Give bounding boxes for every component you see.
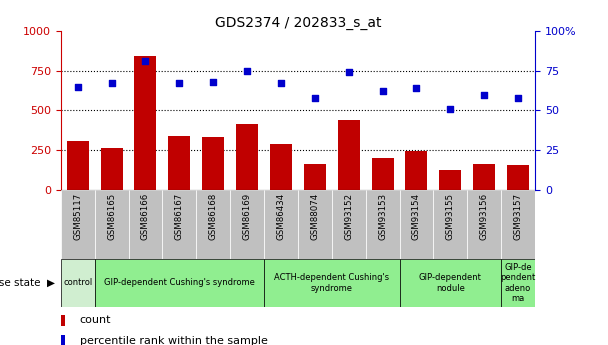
Bar <box>162 190 196 259</box>
Text: GSM93156: GSM93156 <box>480 193 489 240</box>
Text: GSM86167: GSM86167 <box>175 193 184 240</box>
Bar <box>230 190 264 259</box>
Text: GSM93152: GSM93152 <box>344 193 353 240</box>
Point <box>310 95 320 100</box>
Bar <box>202 137 224 190</box>
Text: GSM86434: GSM86434 <box>277 193 286 240</box>
Point <box>209 79 218 85</box>
Bar <box>264 190 298 259</box>
Bar <box>61 315 65 326</box>
Bar <box>399 259 501 307</box>
Point <box>378 89 387 94</box>
Bar <box>270 144 292 190</box>
Text: GIP-de
pendent
adeno
ma: GIP-de pendent adeno ma <box>500 263 536 303</box>
Bar <box>406 151 427 190</box>
Title: GDS2374 / 202833_s_at: GDS2374 / 202833_s_at <box>215 16 381 30</box>
Bar <box>473 164 496 190</box>
Bar <box>468 190 501 259</box>
Bar <box>507 165 529 190</box>
Bar <box>365 190 399 259</box>
Text: percentile rank within the sample: percentile rank within the sample <box>80 336 268 345</box>
Point <box>140 58 150 64</box>
Text: disease state  ▶: disease state ▶ <box>0 278 55 288</box>
Text: GSM86166: GSM86166 <box>141 193 150 240</box>
Bar <box>168 136 190 190</box>
Bar <box>501 190 535 259</box>
Bar <box>67 140 89 190</box>
Text: ACTH-dependent Cushing's
syndrome: ACTH-dependent Cushing's syndrome <box>274 273 389 293</box>
Bar <box>61 259 95 307</box>
Bar <box>95 190 128 259</box>
Bar <box>434 190 468 259</box>
Bar <box>61 190 95 259</box>
Point <box>107 81 117 86</box>
Point <box>513 95 523 100</box>
Text: GSM86168: GSM86168 <box>209 193 218 240</box>
Bar <box>61 335 65 345</box>
Text: GSM93157: GSM93157 <box>514 193 523 240</box>
Bar <box>399 190 434 259</box>
Text: GIP-dependent
nodule: GIP-dependent nodule <box>419 273 482 293</box>
Point <box>446 106 455 111</box>
Text: GSM86169: GSM86169 <box>243 193 252 240</box>
Point <box>276 81 286 86</box>
Bar <box>304 164 326 190</box>
Text: GIP-dependent Cushing's syndrome: GIP-dependent Cushing's syndrome <box>104 278 255 287</box>
Bar <box>134 57 156 190</box>
Text: GSM93155: GSM93155 <box>446 193 455 240</box>
Point <box>479 92 489 97</box>
Bar <box>332 190 365 259</box>
Text: GSM86165: GSM86165 <box>107 193 116 240</box>
Bar <box>236 124 258 190</box>
Point <box>412 86 421 91</box>
Bar <box>337 120 360 190</box>
Point <box>344 70 354 75</box>
Bar <box>371 158 393 190</box>
Bar <box>100 148 123 190</box>
Point <box>242 68 252 73</box>
Text: count: count <box>80 315 111 325</box>
Bar <box>196 190 230 259</box>
Bar <box>95 259 264 307</box>
Bar <box>128 190 162 259</box>
Bar <box>298 190 332 259</box>
Bar <box>264 259 399 307</box>
Text: GSM85117: GSM85117 <box>73 193 82 240</box>
Bar <box>501 259 535 307</box>
Bar <box>440 170 461 190</box>
Point <box>174 81 184 86</box>
Text: GSM93153: GSM93153 <box>378 193 387 240</box>
Text: GSM93154: GSM93154 <box>412 193 421 240</box>
Point <box>73 84 83 89</box>
Text: GSM88074: GSM88074 <box>310 193 319 240</box>
Text: control: control <box>63 278 92 287</box>
